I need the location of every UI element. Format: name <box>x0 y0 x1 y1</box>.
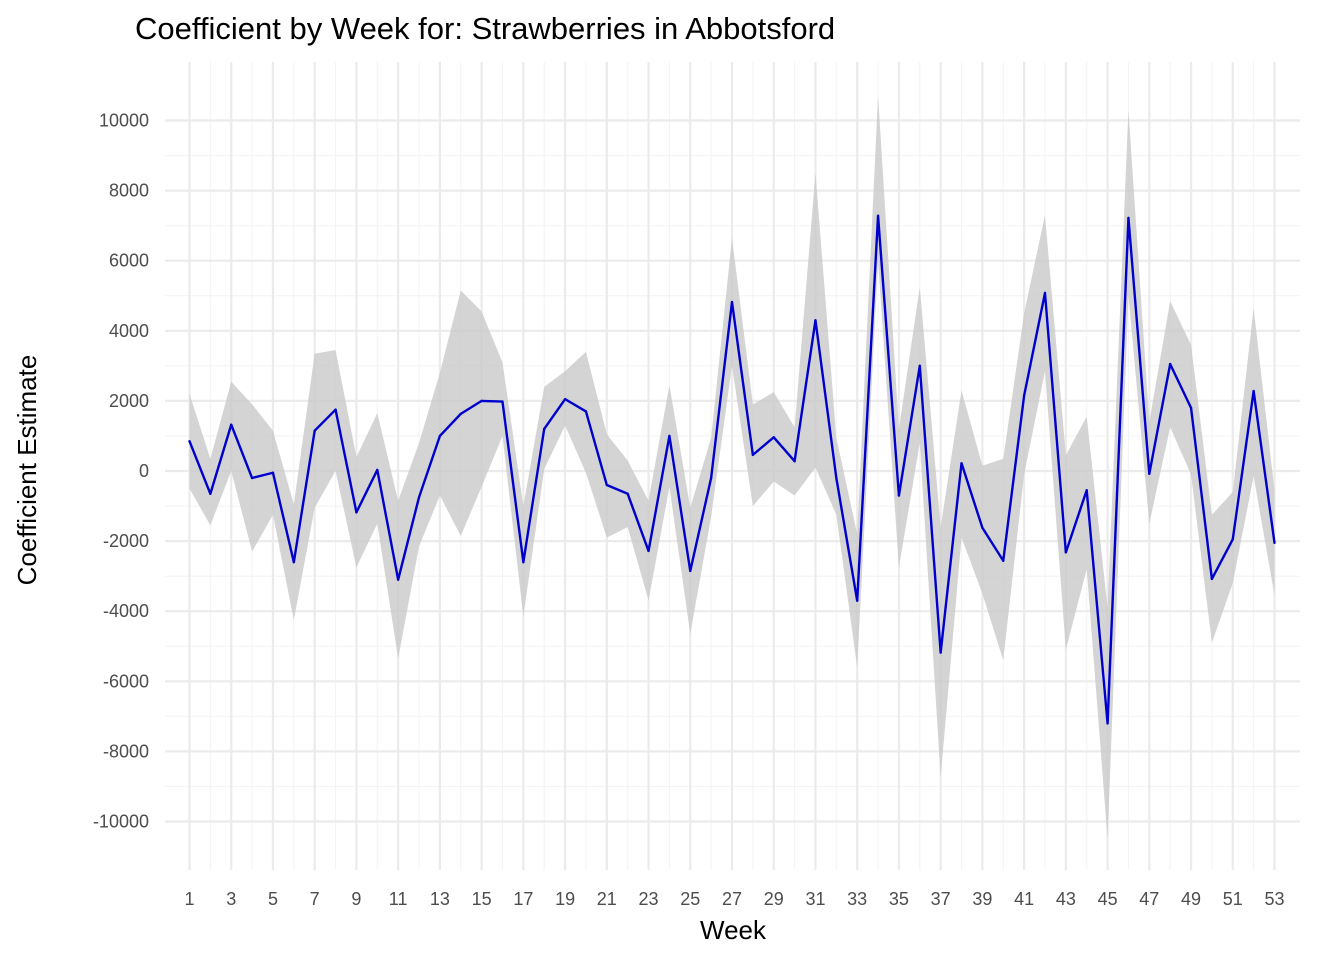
data-point <box>376 468 379 472</box>
data-point <box>751 453 755 457</box>
data-point <box>417 496 421 499</box>
chart-title: Coefficient by Week for: Strawberries in… <box>135 11 835 46</box>
data-point <box>730 300 734 304</box>
data-point <box>188 440 191 443</box>
x-tick-label: 31 <box>805 889 825 909</box>
y-tick-label: -8000 <box>103 741 149 761</box>
x-tick-label: 39 <box>972 889 992 909</box>
x-tick-label: 27 <box>722 889 742 909</box>
data-point <box>1148 472 1151 475</box>
data-point <box>772 436 775 439</box>
data-point <box>897 494 901 497</box>
data-point <box>1210 577 1214 581</box>
data-point <box>1085 489 1088 492</box>
y-axis-ticks: -10000 -8000 -6000 -4000 -2000 0 2000 4000 6000 8… <box>93 111 149 832</box>
data-point <box>1252 389 1255 393</box>
x-tick-label: 11 <box>389 889 408 909</box>
x-tick-label: 17 <box>513 889 533 909</box>
data-point <box>459 412 462 416</box>
y-tick-label: 0 <box>139 461 149 481</box>
data-point <box>1064 551 1068 554</box>
x-tick-label: 43 <box>1056 889 1076 909</box>
data-point <box>522 560 525 564</box>
x-tick-label: 33 <box>847 889 867 909</box>
x-tick-label: 35 <box>889 889 909 909</box>
data-points <box>188 214 1276 725</box>
data-point <box>584 410 588 413</box>
data-point <box>709 476 713 480</box>
data-point <box>605 483 609 487</box>
x-axis-ticks: 1 3 5 7 9 11 13 15 17 19 21 23 25 27 29 31 33 35 37 39 41 43 4… <box>184 889 1284 909</box>
data-point <box>1022 394 1026 397</box>
data-point <box>355 511 358 514</box>
x-tick-label: 47 <box>1139 889 1159 909</box>
data-point <box>918 364 921 368</box>
data-point <box>209 492 212 495</box>
x-tick-label: 23 <box>639 889 659 909</box>
data-point <box>855 599 859 602</box>
x-tick-label: 45 <box>1098 889 1118 909</box>
data-point <box>271 471 275 474</box>
data-point <box>793 459 796 463</box>
y-axis-title: Coefficient Estimate <box>12 355 42 586</box>
data-point <box>835 476 838 480</box>
data-point <box>647 549 650 553</box>
y-tick-label: -10000 <box>93 812 149 832</box>
data-point <box>250 476 254 480</box>
data-point <box>939 651 942 654</box>
data-point <box>1189 406 1193 410</box>
data-point <box>1127 216 1130 220</box>
x-tick-label: 9 <box>351 889 361 909</box>
data-point <box>981 526 984 529</box>
data-point <box>563 397 567 401</box>
x-tick-label: 53 <box>1264 889 1284 909</box>
x-tick-label: 29 <box>764 889 784 909</box>
data-point <box>334 408 337 411</box>
y-tick-label: 6000 <box>109 251 149 271</box>
data-point <box>396 578 400 581</box>
y-tick-label: 2000 <box>109 391 149 411</box>
data-point <box>543 427 546 431</box>
x-tick-label: 5 <box>268 889 278 909</box>
x-tick-label: 19 <box>555 889 575 909</box>
data-point <box>1168 362 1172 366</box>
x-tick-label: 41 <box>1014 889 1034 909</box>
y-tick-label: 10000 <box>99 111 149 131</box>
data-point <box>313 429 316 432</box>
x-tick-label: 25 <box>680 889 700 909</box>
data-point <box>1273 541 1276 545</box>
data-point <box>960 462 963 465</box>
y-tick-label: 8000 <box>109 181 149 201</box>
x-tick-label: 1 <box>184 889 194 909</box>
data-point <box>626 492 629 495</box>
data-point <box>668 434 671 438</box>
y-tick-label: 4000 <box>109 321 149 341</box>
data-point <box>876 214 880 218</box>
x-tick-label: 13 <box>430 889 450 909</box>
y-tick-label: -6000 <box>103 671 149 691</box>
x-tick-label: 51 <box>1223 889 1243 909</box>
data-point <box>814 319 817 322</box>
data-point <box>230 423 233 426</box>
y-tick-label: -4000 <box>103 601 149 621</box>
x-tick-label: 21 <box>597 889 617 909</box>
data-point <box>1002 559 1005 562</box>
x-tick-label: 37 <box>931 889 951 909</box>
data-point <box>480 399 483 403</box>
data-point <box>1043 291 1047 295</box>
x-tick-label: 3 <box>226 889 236 909</box>
y-tick-label: -2000 <box>103 531 149 551</box>
data-point <box>501 400 504 403</box>
data-point <box>438 434 442 438</box>
data-point <box>1231 538 1234 541</box>
x-tick-label: 7 <box>310 889 320 909</box>
x-axis-title: Week <box>700 915 767 945</box>
data-point <box>1106 722 1109 725</box>
x-tick-label: 15 <box>472 889 492 909</box>
confidence-ribbon <box>189 95 1275 840</box>
data-point <box>292 560 296 564</box>
data-point <box>689 569 692 573</box>
x-tick-label: 49 <box>1181 889 1201 909</box>
